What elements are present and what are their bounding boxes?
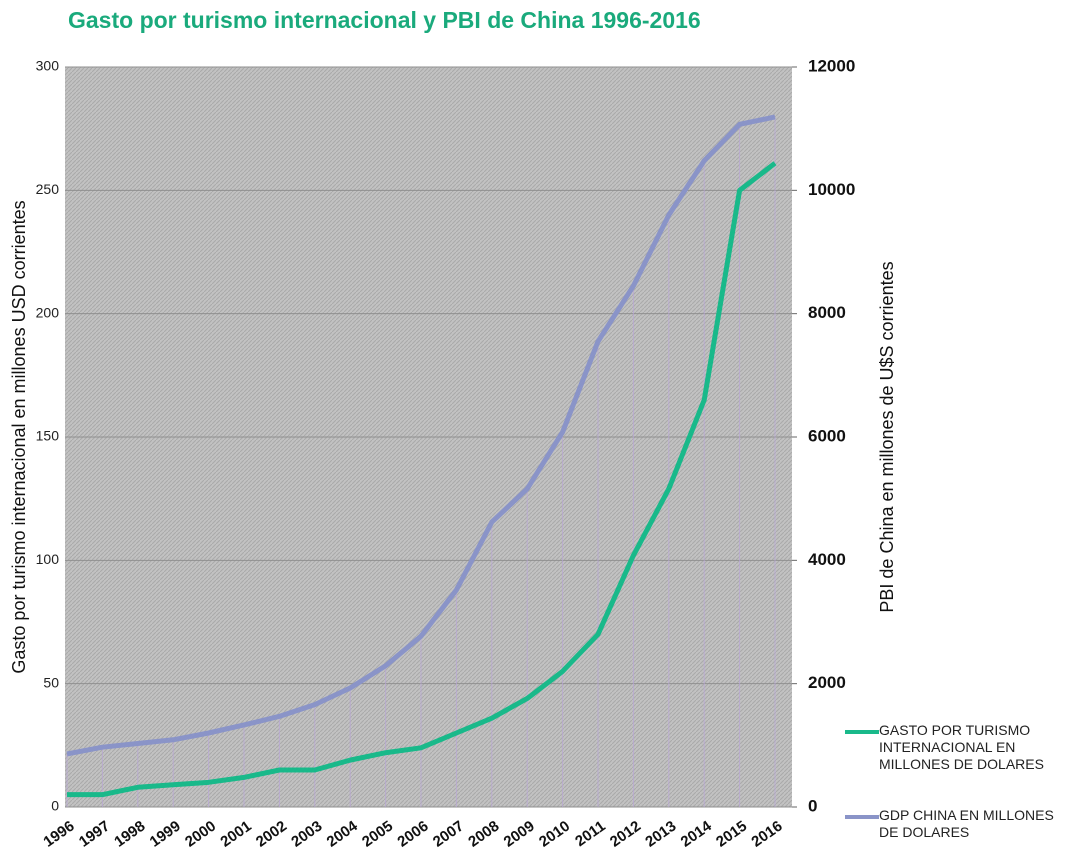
x-tick-label: 2001 <box>217 818 254 851</box>
legend-label: GASTO POR TURISMO INTERNACIONAL EN MILLO… <box>879 722 1044 772</box>
series-line <box>67 161 777 798</box>
x-tick-label: 1996 <box>40 818 77 851</box>
y2-tick-label: 12000 <box>808 56 855 75</box>
x-tick-label: 2000 <box>182 818 219 851</box>
x-tick-label: 2007 <box>430 818 467 851</box>
legend-swatch <box>845 730 879 734</box>
x-tick-label: 1999 <box>147 818 184 851</box>
y2-tick-label: 8000 <box>808 303 846 322</box>
y-tick-label: 300 <box>36 58 60 74</box>
series-line <box>66 114 776 757</box>
x-tick-label: 2015 <box>713 818 750 851</box>
x-tick-label: 2013 <box>642 818 679 851</box>
y2-tick-label: 2000 <box>808 673 846 692</box>
y2-tick-label: 6000 <box>808 426 846 445</box>
x-tick-label: 2002 <box>253 818 290 851</box>
y-tick-label: 150 <box>36 428 60 444</box>
x-tick-label: 1998 <box>111 818 148 851</box>
x-tick-label: 2008 <box>465 818 502 851</box>
x-tick-label: 2004 <box>324 817 362 850</box>
x-tick-label: 2009 <box>501 818 538 851</box>
y-tick-label: 200 <box>36 304 60 320</box>
y-axis-label: Gasto por turismo internacional en millo… <box>9 200 29 673</box>
y2-tick-label: 0 <box>808 796 817 815</box>
y-tick-label: 50 <box>43 674 59 690</box>
y-tick-label: 250 <box>36 181 60 197</box>
legend-label: GDP CHINA EN MILLONES DE DOLARES <box>879 807 1054 840</box>
y2-tick-label: 4000 <box>808 550 846 569</box>
x-tick-label: 2006 <box>394 818 431 851</box>
y-tick-label: 0 <box>51 798 59 814</box>
x-tick-label: 2014 <box>678 817 716 850</box>
legend-item: GDP CHINA EN MILLONES DE DOLARES <box>845 807 1085 841</box>
x-tick-label: 1997 <box>76 818 113 851</box>
x-tick-label: 2012 <box>607 818 644 851</box>
y-tick-label: 100 <box>36 551 60 567</box>
y2-axis-label: PBI de China en millones de U$S corrient… <box>877 261 897 612</box>
x-tick-label: 2011 <box>572 818 608 851</box>
x-tick-label: 2005 <box>359 818 396 851</box>
x-tick-label: 2010 <box>536 818 573 851</box>
legend-swatch <box>845 815 879 819</box>
y2-tick-label: 10000 <box>808 180 855 199</box>
x-tick-label: 2016 <box>748 818 785 851</box>
legend-item: GASTO POR TURISMO INTERNACIONAL EN MILLO… <box>845 722 1085 773</box>
x-tick-label: 2003 <box>288 818 325 851</box>
chart-title: Gasto por turismo internacional y PBI de… <box>68 7 701 33</box>
